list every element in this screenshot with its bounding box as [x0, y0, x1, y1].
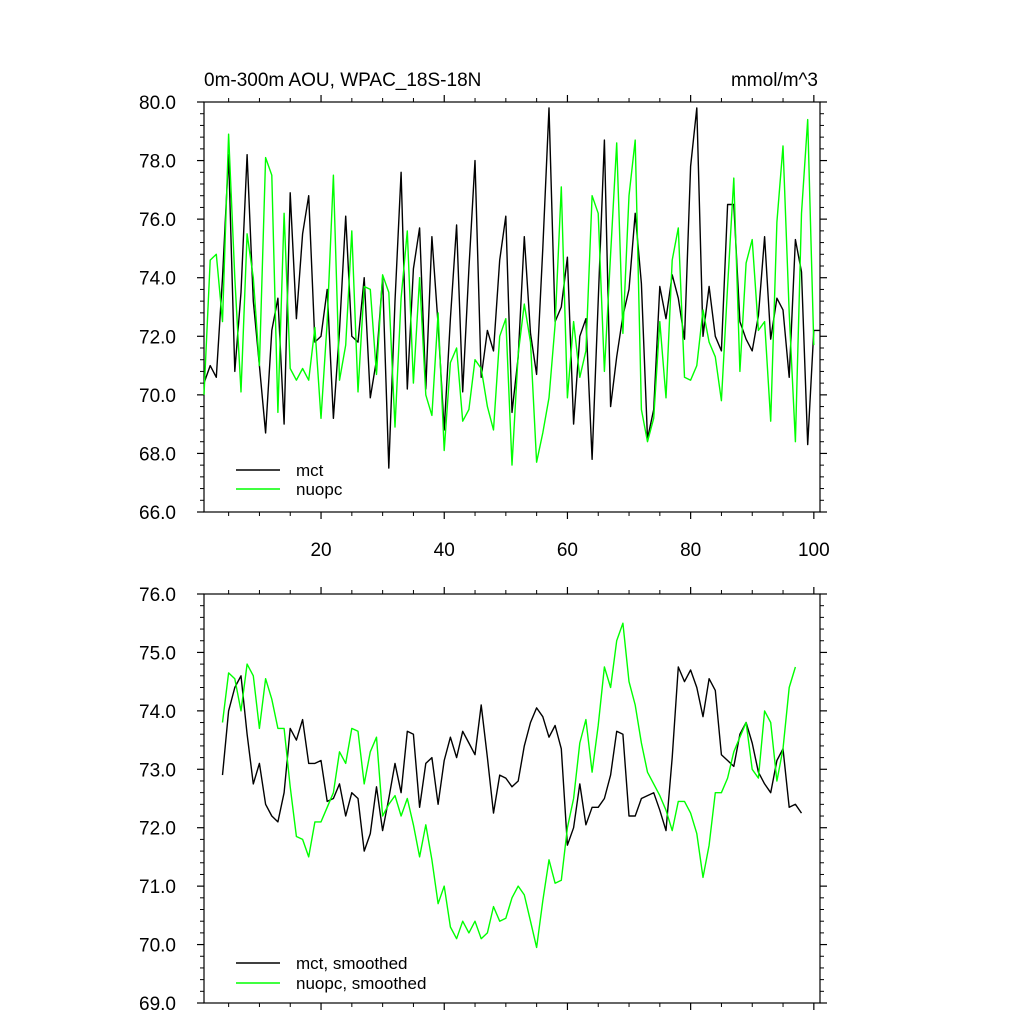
top-y-tick-label: 66.0 — [139, 503, 176, 524]
bottom-y-tick-label: 71.0 — [139, 877, 176, 898]
bottom-y-tick-label: 73.0 — [139, 760, 176, 781]
top-y-tick-label: 76.0 — [139, 210, 176, 231]
top-legend-label-nuopc: nuopc — [296, 480, 343, 499]
top-y-tick-label: 70.0 — [139, 386, 176, 407]
top-x-tick-label: 60 — [557, 540, 578, 561]
bottom-y-tick-label: 76.0 — [139, 585, 176, 606]
top-panel: 0m-300m AOU, WPAC_18S-18N mmol/m^3 66.06… — [139, 70, 830, 561]
top-y-tick-label: 74.0 — [139, 269, 176, 290]
top-panel-marks: 66.0 68.0 70.0 72.0 74.0 76.0 78.0 80.0 20 40 60 80… — [139, 93, 830, 561]
top-x-tick-label: 20 — [310, 540, 331, 561]
top-x-tick-label: 80 — [680, 540, 701, 561]
chart-title: 0m-300m AOU, WPAC_18S-18N — [204, 70, 481, 91]
top-y-tick-label: 78.0 — [139, 152, 176, 173]
top-plot-frame — [203, 101, 821, 513]
bottom-legend-label-mct-smoothed: mct, smoothed — [296, 954, 408, 973]
bottom-y-tick-label: 70.0 — [139, 936, 176, 957]
bottom-series-nuopc-smoothed-line — [221, 622, 797, 949]
top-y-tick-label: 80.0 — [139, 93, 176, 114]
top-x-tick-label: 40 — [434, 540, 455, 561]
top-series-mct-line — [203, 107, 820, 469]
bottom-panel: 69.0 70.0 71.0 72.0 73.0 74.0 75.0 76.0 mct, smo… — [139, 585, 827, 1015]
bottom-y-tick-label: 75.0 — [139, 643, 176, 664]
top-legend-label-mct: mct — [296, 461, 324, 480]
bottom-y-tick-label: 74.0 — [139, 702, 176, 723]
chart-units: mmol/m^3 — [731, 70, 818, 91]
top-y-tick-label: 68.0 — [139, 444, 176, 465]
top-y-tick-label: 72.0 — [139, 327, 176, 348]
bottom-y-tick-label: 69.0 — [139, 994, 176, 1015]
bottom-legend-label-nuopc-smoothed: nuopc, smoothed — [296, 974, 426, 993]
top-x-tick-label: 100 — [798, 540, 830, 561]
bottom-series-mct-smoothed-line — [221, 666, 803, 852]
top-series-nuopc-line — [203, 118, 815, 466]
bottom-plot-frame — [203, 593, 821, 1004]
bottom-panel-marks: 69.0 70.0 71.0 72.0 73.0 74.0 75.0 76.0 mct, smo… — [139, 585, 827, 1015]
bottom-y-tick-label: 72.0 — [139, 819, 176, 840]
